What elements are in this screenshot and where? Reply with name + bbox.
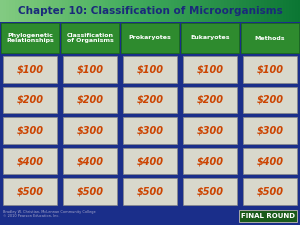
Bar xyxy=(183,87,237,113)
Bar xyxy=(123,117,177,144)
Bar xyxy=(241,23,299,53)
Bar xyxy=(243,56,297,83)
Bar xyxy=(3,87,57,113)
Bar xyxy=(183,117,237,144)
Bar xyxy=(123,148,177,174)
Bar xyxy=(63,178,117,205)
Text: $400: $400 xyxy=(16,156,44,166)
Text: Chapter 10: Classification of Microorganisms: Chapter 10: Classification of Microorgan… xyxy=(18,6,282,16)
Text: $300: $300 xyxy=(196,126,224,135)
Text: $200: $200 xyxy=(136,95,164,105)
Bar xyxy=(243,178,297,205)
Bar xyxy=(243,117,297,144)
Bar xyxy=(181,23,239,53)
Bar xyxy=(1,23,59,53)
Bar xyxy=(183,56,237,83)
Bar xyxy=(3,117,57,144)
Text: $100: $100 xyxy=(76,64,103,74)
Text: Phylogenetic
Relationships: Phylogenetic Relationships xyxy=(6,33,54,43)
Bar xyxy=(121,23,179,53)
Text: $500: $500 xyxy=(196,187,224,197)
Bar xyxy=(61,23,119,53)
Bar xyxy=(123,178,177,205)
Bar xyxy=(183,178,237,205)
Bar xyxy=(243,148,297,174)
Bar xyxy=(63,56,117,83)
Text: $100: $100 xyxy=(256,64,284,74)
Text: Prokaryotes: Prokaryotes xyxy=(129,36,171,40)
Text: Eukaryotes: Eukaryotes xyxy=(190,36,230,40)
Text: $200: $200 xyxy=(256,95,284,105)
Text: Methods: Methods xyxy=(255,36,285,40)
Text: Bradley W. Christian, McLennan Community College
© 2010 Pearson Education, Inc.: Bradley W. Christian, McLennan Community… xyxy=(3,209,96,218)
Bar xyxy=(63,148,117,174)
Bar xyxy=(123,56,177,83)
Text: $100: $100 xyxy=(196,64,224,74)
Text: $300: $300 xyxy=(16,126,44,135)
Text: $400: $400 xyxy=(196,156,224,166)
Text: $500: $500 xyxy=(136,187,164,197)
Bar xyxy=(243,87,297,113)
Text: $500: $500 xyxy=(16,187,44,197)
Text: Classification
of Organisms: Classification of Organisms xyxy=(67,33,113,43)
Bar xyxy=(3,148,57,174)
Bar xyxy=(123,87,177,113)
Bar xyxy=(3,178,57,205)
Text: $200: $200 xyxy=(196,95,224,105)
Text: $500: $500 xyxy=(76,187,103,197)
Text: $100: $100 xyxy=(136,64,164,74)
Text: $100: $100 xyxy=(16,64,44,74)
Text: $400: $400 xyxy=(76,156,103,166)
Text: $400: $400 xyxy=(256,156,284,166)
Text: $200: $200 xyxy=(76,95,103,105)
Bar xyxy=(183,148,237,174)
Text: $300: $300 xyxy=(256,126,284,135)
Text: $300: $300 xyxy=(136,126,164,135)
Text: $300: $300 xyxy=(76,126,103,135)
Bar xyxy=(63,117,117,144)
Text: $400: $400 xyxy=(136,156,164,166)
Bar xyxy=(3,56,57,83)
Bar xyxy=(63,87,117,113)
Bar xyxy=(239,210,297,222)
Text: $200: $200 xyxy=(16,95,44,105)
Text: $500: $500 xyxy=(256,187,284,197)
Text: FINAL ROUND: FINAL ROUND xyxy=(241,213,295,219)
